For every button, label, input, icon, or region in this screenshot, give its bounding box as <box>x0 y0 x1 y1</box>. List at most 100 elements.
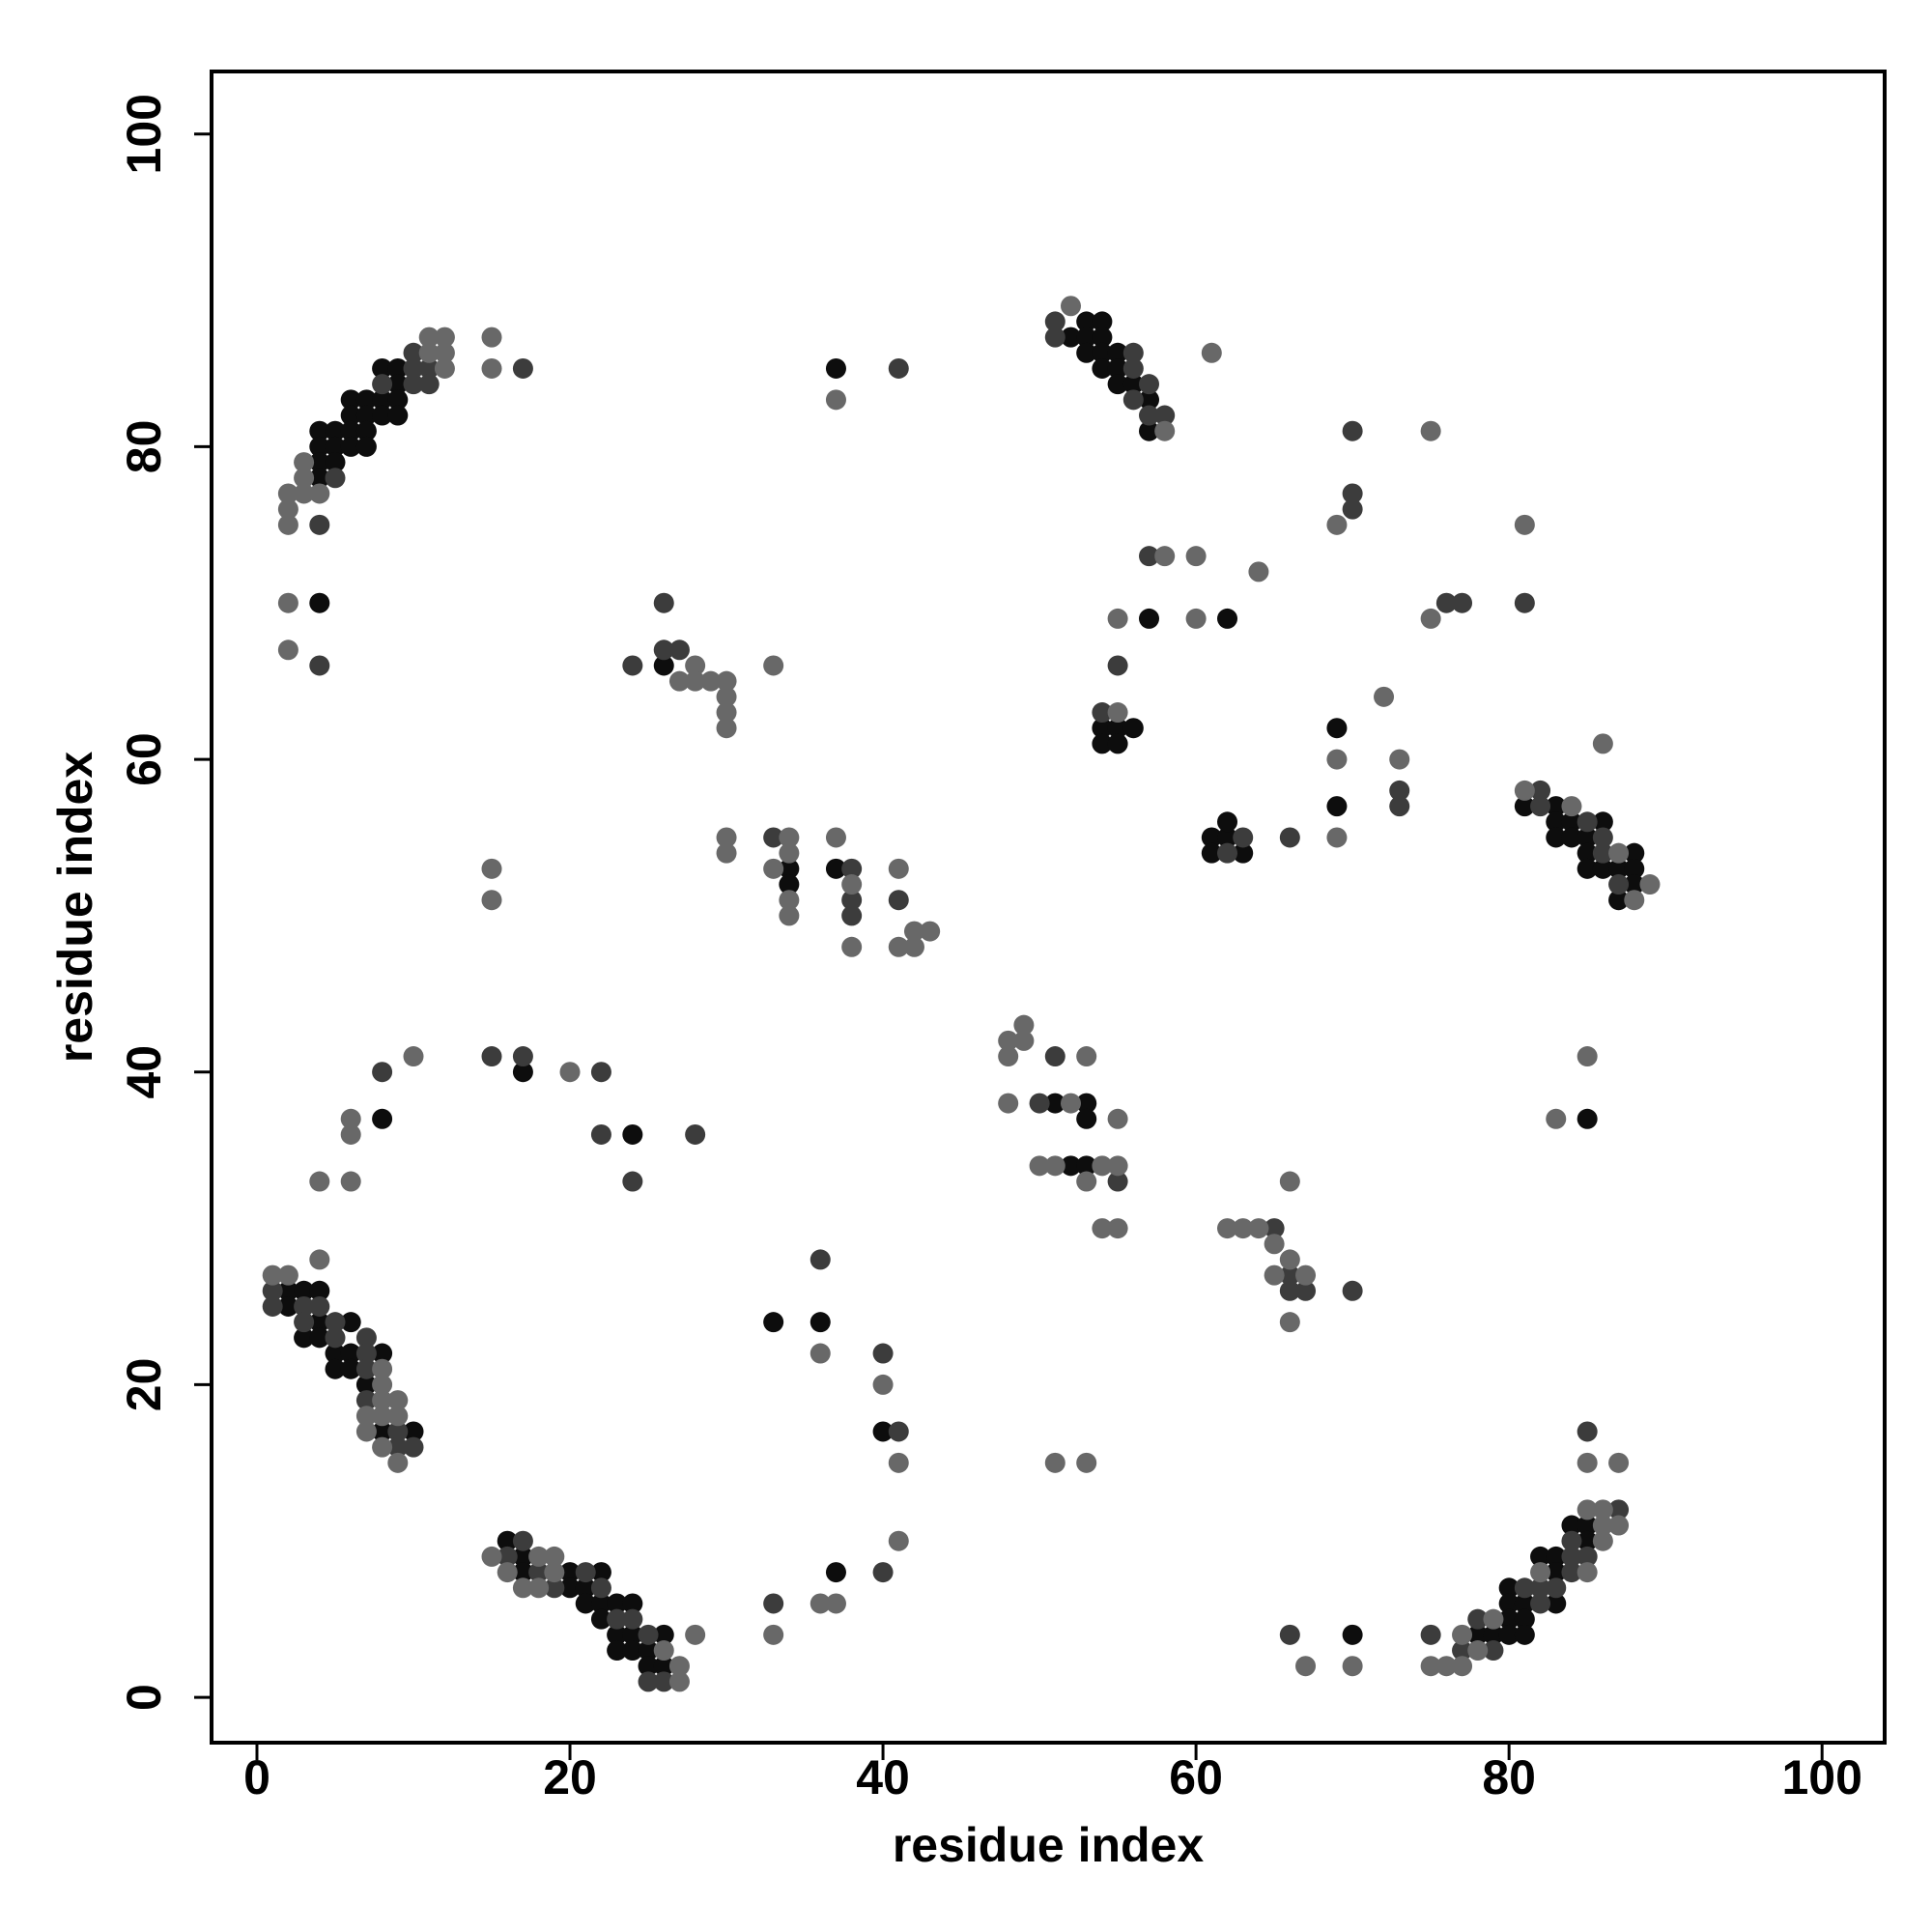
contact-point <box>763 1312 784 1333</box>
contact-point <box>1092 718 1113 739</box>
contact-point <box>1577 1108 1598 1129</box>
contact-point <box>1561 1546 1582 1567</box>
contact-point <box>1279 1171 1300 1192</box>
contact-point <box>590 1562 611 1583</box>
contact-point <box>481 327 502 348</box>
contact-point <box>653 592 674 613</box>
contact-point <box>841 858 863 879</box>
contact-point <box>1577 811 1598 833</box>
contact-point <box>512 1062 533 1083</box>
contact-point <box>340 1358 361 1379</box>
contact-point <box>1514 1608 1535 1630</box>
contact-point <box>590 1593 611 1614</box>
contact-point <box>372 1343 393 1364</box>
contact-point <box>716 842 737 864</box>
contact-point <box>1342 498 1363 520</box>
contact-point <box>355 436 377 457</box>
contact-point <box>1295 1280 1317 1301</box>
contact-point <box>340 1343 361 1364</box>
contact-point <box>1029 1093 1050 1114</box>
contact-point <box>355 1406 377 1427</box>
contact-point <box>355 1327 377 1349</box>
contact-point <box>559 1577 581 1599</box>
contact-point <box>1217 608 1238 629</box>
contact-point <box>372 1108 393 1129</box>
contact-point <box>1122 342 1144 363</box>
contact-point <box>1530 780 1551 801</box>
contact-point <box>325 1327 346 1349</box>
contact-point <box>1107 733 1128 754</box>
contact-point <box>325 1358 346 1379</box>
contact-point <box>1076 1155 1097 1177</box>
contact-point <box>716 718 737 739</box>
contact-point <box>544 1562 565 1583</box>
contact-point <box>920 921 941 942</box>
contact-point <box>528 1546 550 1567</box>
contact-point <box>372 374 393 395</box>
contact-point <box>622 1608 643 1630</box>
contact-point <box>1592 1499 1613 1520</box>
contact-point <box>763 1624 784 1645</box>
contact-point <box>1608 858 1630 879</box>
contact-point <box>810 1312 831 1333</box>
contact-point <box>653 1624 674 1645</box>
contact-point <box>1279 1312 1300 1333</box>
contact-point <box>1561 1562 1582 1583</box>
contact-point <box>1514 1577 1535 1599</box>
contact-point <box>294 483 315 504</box>
contact-point <box>544 1577 565 1599</box>
contact-point <box>1342 483 1363 504</box>
contact-point <box>1076 1171 1097 1192</box>
contact-point <box>309 1295 330 1317</box>
contact-point <box>309 1327 330 1349</box>
contact-point <box>355 389 377 411</box>
contact-point <box>340 436 361 457</box>
contact-point <box>638 1656 659 1677</box>
contact-point <box>340 1108 361 1129</box>
contact-point <box>1530 1546 1551 1567</box>
contact-point <box>1592 1530 1613 1551</box>
contact-point <box>1577 1499 1598 1520</box>
contact-point <box>1139 405 1160 426</box>
contact-point <box>497 1546 518 1567</box>
contact-point <box>779 827 800 848</box>
contact-point <box>1561 796 1582 817</box>
contact-point <box>622 655 643 676</box>
contact-point <box>1546 1577 1567 1599</box>
contact-point <box>277 498 298 520</box>
contact-point <box>825 357 846 379</box>
contact-point <box>825 389 846 411</box>
contact-point <box>355 420 377 441</box>
contact-point <box>1326 796 1348 817</box>
contact-point <box>779 874 800 895</box>
contact-point <box>403 357 424 379</box>
contact-point <box>1546 796 1567 817</box>
contact-point <box>607 1593 628 1614</box>
contact-point <box>1107 1155 1128 1177</box>
x-tick-label: 100 <box>1781 1750 1861 1804</box>
contact-point <box>1435 1656 1457 1677</box>
contact-point <box>668 1656 690 1677</box>
contact-point <box>1561 811 1582 833</box>
contact-point <box>309 592 330 613</box>
contact-point <box>1546 811 1567 833</box>
contact-point <box>872 1343 894 1364</box>
contact-point <box>653 1640 674 1662</box>
contact-point <box>1029 1155 1050 1177</box>
x-axis-title: residue index <box>893 1818 1205 1872</box>
contact-point <box>1577 827 1598 848</box>
contact-point <box>1185 608 1207 629</box>
contact-point <box>1592 1515 1613 1536</box>
contact-point <box>1389 796 1410 817</box>
contact-point <box>1264 1234 1285 1255</box>
contact-point <box>1389 749 1410 770</box>
contact-point <box>528 1577 550 1599</box>
contact-point <box>1107 718 1128 739</box>
y-tick-label: 0 <box>117 1684 171 1711</box>
contact-point <box>825 1562 846 1583</box>
contact-point <box>888 858 909 879</box>
contact-point <box>1122 718 1144 739</box>
contact-point <box>481 858 502 879</box>
contact-point <box>403 374 424 395</box>
contact-point <box>434 342 455 363</box>
